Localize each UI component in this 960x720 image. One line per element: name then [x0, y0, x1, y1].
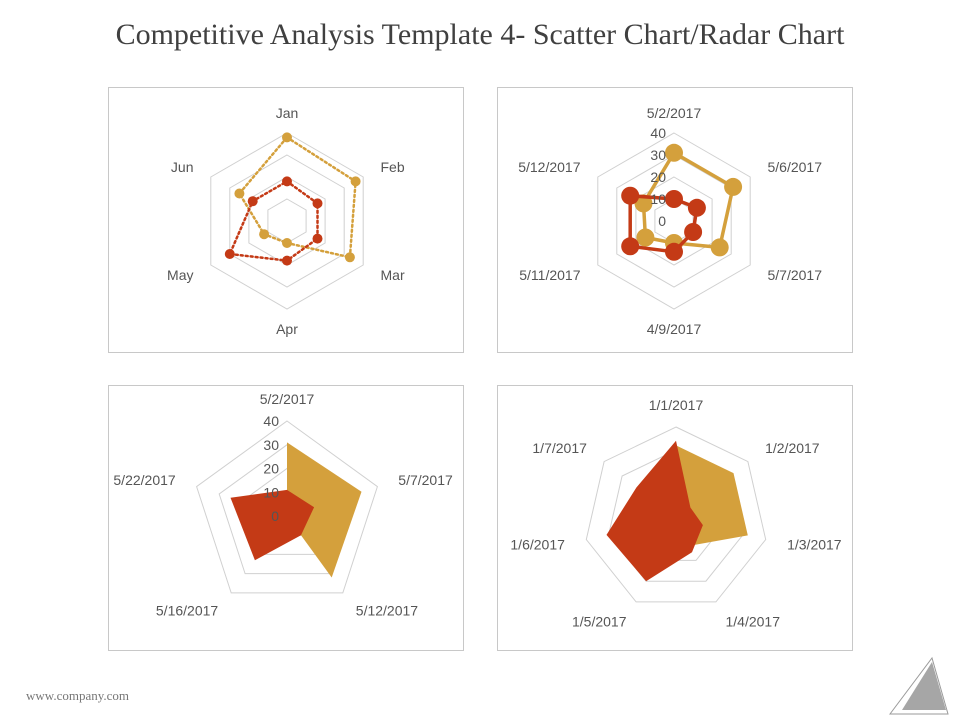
category-label: Apr [276, 321, 298, 337]
data-point [247, 196, 258, 207]
radar-chart-svg: 1/1/2017 1/2/2017 1/3/2017 1/4/2017 1/5/2017… [510, 397, 842, 630]
category-label: 5/11/2017 [519, 267, 580, 283]
chart-panel-pentagon-filled-radar: 0 10 20 30 40 5/2/2017 5/7/2017 5/12/2017 5/16/2… [108, 385, 464, 651]
data-point [665, 242, 683, 261]
data-point [634, 194, 653, 213]
category-label: Jan [276, 105, 299, 121]
data-point [344, 252, 355, 263]
data-point [224, 249, 235, 259]
category-label: May [167, 267, 193, 283]
tick-label: 30 [650, 147, 666, 163]
chart-panel-monthly-radar: Jan Feb Mar Apr May Jun [108, 87, 464, 353]
grid-ring [597, 132, 751, 310]
category-label: 1/7/2017 [532, 440, 587, 456]
grid-ring [196, 420, 378, 594]
data-point [665, 190, 683, 208]
tick-label: 40 [650, 125, 666, 141]
category-label: 5/22/2017 [113, 472, 175, 488]
tick-label: 0 [271, 508, 279, 524]
triangle-logo-icon [889, 656, 949, 715]
radar-chart-svg: 0 10 20 30 40 5/2/2017 5/7/2017 5/12/2017 5/16/2… [113, 391, 453, 619]
data-point [312, 198, 323, 209]
data-point [621, 186, 640, 205]
tick-label: 20 [263, 461, 279, 477]
series-area [230, 489, 315, 561]
series-area [287, 442, 362, 578]
tick-label: 10 [650, 191, 666, 207]
chart-panel-marker-radar: 0 10 20 30 40 5/2/2017 5/6/2017 5/7/2017 4/9/201… [497, 87, 853, 353]
category-label: 5/7/2017 [768, 267, 823, 283]
data-point [621, 237, 640, 256]
grid-ring [248, 176, 326, 266]
footer-url: www.company.com [26, 688, 130, 703]
category-label: 1/2/2017 [765, 440, 820, 456]
series-line [238, 136, 357, 259]
category-label: Jun [171, 159, 194, 175]
data-point [350, 176, 361, 187]
radar-chart-svg: Jan Feb Mar Apr May Jun [167, 105, 405, 337]
tick-label: 0 [658, 213, 666, 229]
grid-ring [267, 198, 307, 244]
data-point [234, 188, 245, 199]
tick-label: 40 [263, 413, 279, 429]
chart-panel-heptagon-filled-radar: 1/1/2017 1/2/2017 1/3/2017 1/4/2017 1/5/2017… [497, 385, 853, 651]
category-label: 5/2/2017 [647, 105, 702, 121]
data-point [710, 238, 729, 257]
data-point [282, 238, 292, 248]
category-label: 5/12/2017 [356, 603, 418, 619]
radar-chart-svg: 0 10 20 30 40 5/2/2017 5/6/2017 5/7/2017 4/9/201… [518, 105, 823, 337]
category-label: 4/9/2017 [647, 321, 702, 337]
data-point [724, 177, 743, 196]
series-area [606, 440, 703, 582]
data-point [282, 132, 292, 143]
data-point [665, 143, 683, 162]
category-label: Mar [381, 267, 405, 283]
tick-label: 30 [263, 437, 279, 453]
category-label: 5/2/2017 [260, 391, 315, 407]
category-label: 1/3/2017 [787, 536, 842, 552]
data-point [282, 255, 292, 266]
category-label: 1/6/2017 [510, 536, 565, 552]
category-label: 5/7/2017 [398, 472, 453, 488]
category-label: 1/1/2017 [649, 397, 704, 413]
category-label: 1/4/2017 [726, 614, 781, 630]
category-label: Feb [381, 159, 405, 175]
data-point [259, 229, 270, 240]
category-label: 5/12/2017 [518, 159, 580, 175]
page-title: Competitive Analysis Template 4- Scatter… [115, 18, 845, 51]
tick-label: 10 [263, 484, 279, 500]
category-label: 5/6/2017 [768, 159, 823, 175]
tick-label: 20 [650, 169, 666, 185]
data-point [282, 176, 292, 187]
grid-ring [210, 132, 364, 310]
data-point [312, 233, 323, 244]
data-point [636, 228, 655, 247]
category-label: 1/5/2017 [572, 614, 627, 630]
category-label: 5/16/2017 [156, 603, 218, 619]
data-point [687, 198, 706, 217]
grid-ring [229, 154, 345, 288]
data-point [684, 223, 703, 241]
grid-ring [585, 426, 767, 603]
